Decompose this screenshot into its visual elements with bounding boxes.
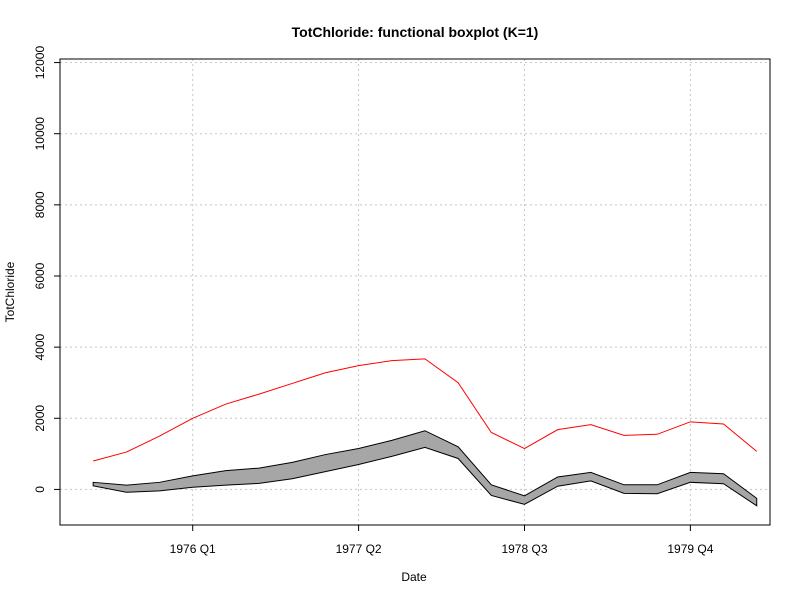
y-tick-label: 2000: [33, 405, 47, 432]
y-tick-label: 4000: [33, 333, 47, 360]
y-tick-label: 6000: [33, 262, 47, 289]
central-band: [92, 430, 758, 507]
y-axis-label: TotChloride: [3, 261, 17, 322]
x-tick-label: 1976 Q1: [170, 542, 216, 556]
x-tick-label: 1979 Q4: [667, 542, 713, 556]
x-axis: 1976 Q1 1977 Q2 1978 Q3 1979 Q4: [170, 524, 714, 556]
x-axis-label: Date: [401, 570, 427, 584]
chart-title: TotChloride: functional boxplot (K=1): [292, 24, 539, 40]
outlier-curve: [93, 358, 758, 462]
y-tick-label: 10000: [33, 117, 47, 151]
y-tick-label: 0: [33, 486, 47, 493]
y-tick-label: 8000: [33, 191, 47, 218]
grid-lines: [60, 59, 770, 525]
y-tick-label: 12000: [33, 46, 47, 80]
x-tick-label: 1978 Q3: [501, 542, 547, 556]
central-region-band: [92, 430, 758, 507]
series-lines: [93, 358, 758, 462]
x-tick-label: 1977 Q2: [336, 542, 382, 556]
y-axis: 0 2000 4000 6000 8000 10000 12000: [33, 46, 61, 493]
